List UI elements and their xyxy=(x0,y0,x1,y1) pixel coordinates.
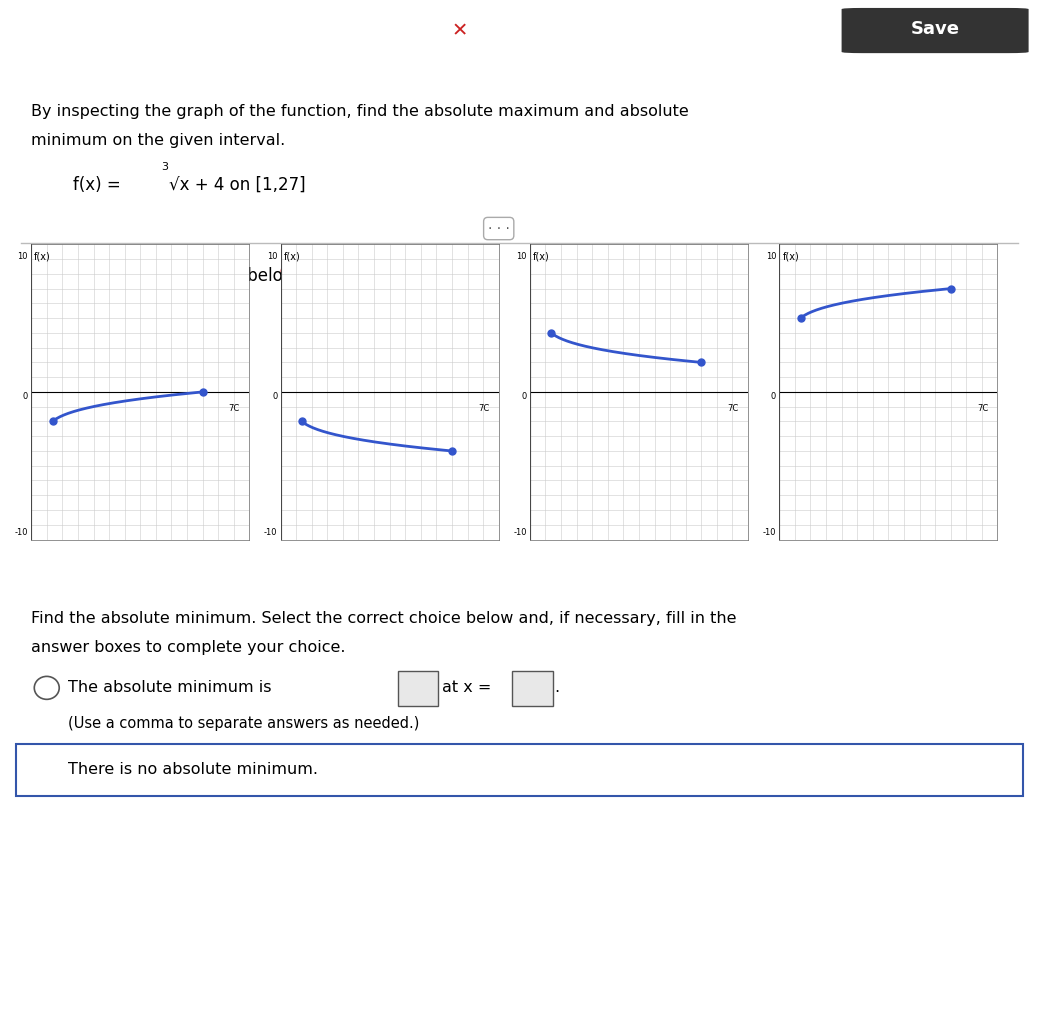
FancyBboxPatch shape xyxy=(398,671,438,706)
Text: The absolute minimum is: The absolute minimum is xyxy=(68,680,271,695)
Text: -10: -10 xyxy=(763,527,776,536)
Text: ✕: ✕ xyxy=(451,21,468,40)
Text: 7C: 7C xyxy=(977,404,988,412)
Text: ★: ★ xyxy=(787,265,799,279)
Text: 10: 10 xyxy=(516,251,527,261)
Text: answer boxes to complete your choice.: answer boxes to complete your choice. xyxy=(31,640,346,655)
Text: -10: -10 xyxy=(15,527,28,536)
Text: 10: 10 xyxy=(766,251,776,261)
Text: 10: 10 xyxy=(18,251,28,261)
Circle shape xyxy=(282,261,307,283)
Text: Choose the correct graph below.: Choose the correct graph below. xyxy=(31,267,300,285)
Circle shape xyxy=(39,762,54,776)
Text: B.: B. xyxy=(312,263,328,281)
Text: C.: C. xyxy=(561,263,578,281)
Text: -10: -10 xyxy=(264,527,277,536)
Text: 0: 0 xyxy=(771,392,776,401)
Text: There is no absolute minimum.: There is no absolute minimum. xyxy=(68,761,318,777)
Text: By inspecting the graph of the function, find the absolute maximum and absolute: By inspecting the graph of the function,… xyxy=(31,104,689,119)
FancyBboxPatch shape xyxy=(16,744,1023,796)
Text: 7C: 7C xyxy=(478,404,489,412)
Text: f(x): f(x) xyxy=(34,251,51,262)
Circle shape xyxy=(531,261,556,283)
Text: (Use a comma to separate answers as needed.): (Use a comma to separate answers as need… xyxy=(68,716,419,731)
Circle shape xyxy=(34,676,59,699)
Text: Save: Save xyxy=(910,20,960,39)
Text: f(x): f(x) xyxy=(284,251,300,262)
Text: f(x) =: f(x) = xyxy=(73,176,126,193)
Text: 0: 0 xyxy=(272,392,277,401)
Text: f(x): f(x) xyxy=(533,251,550,262)
Text: -10: -10 xyxy=(513,527,527,536)
Text: √x + 4 on [1,27]: √x + 4 on [1,27] xyxy=(169,176,305,193)
Text: 3: 3 xyxy=(161,162,168,172)
Text: 0: 0 xyxy=(522,392,527,401)
Circle shape xyxy=(32,261,57,283)
Text: at x =: at x = xyxy=(442,680,491,695)
Text: ✕: ✕ xyxy=(288,265,300,279)
Circle shape xyxy=(34,757,59,781)
Text: A.: A. xyxy=(62,263,79,281)
Text: 0: 0 xyxy=(23,392,28,401)
Text: Points: 0 of 1: Points: 0 of 1 xyxy=(488,21,622,40)
Circle shape xyxy=(780,261,805,283)
FancyBboxPatch shape xyxy=(512,671,553,706)
Text: D.: D. xyxy=(810,263,828,281)
Text: f(x): f(x) xyxy=(782,251,799,262)
Text: minimum on the given interval.: minimum on the given interval. xyxy=(31,133,286,148)
Text: 7C: 7C xyxy=(727,404,739,412)
Text: 10: 10 xyxy=(267,251,277,261)
Text: 7C: 7C xyxy=(229,404,240,412)
Text: Find the absolute minimum. Select the correct choice below and, if necessary, fi: Find the absolute minimum. Select the co… xyxy=(31,611,737,626)
Text: .: . xyxy=(554,680,559,695)
FancyBboxPatch shape xyxy=(842,8,1029,53)
Text: · · ·: · · · xyxy=(487,222,510,235)
